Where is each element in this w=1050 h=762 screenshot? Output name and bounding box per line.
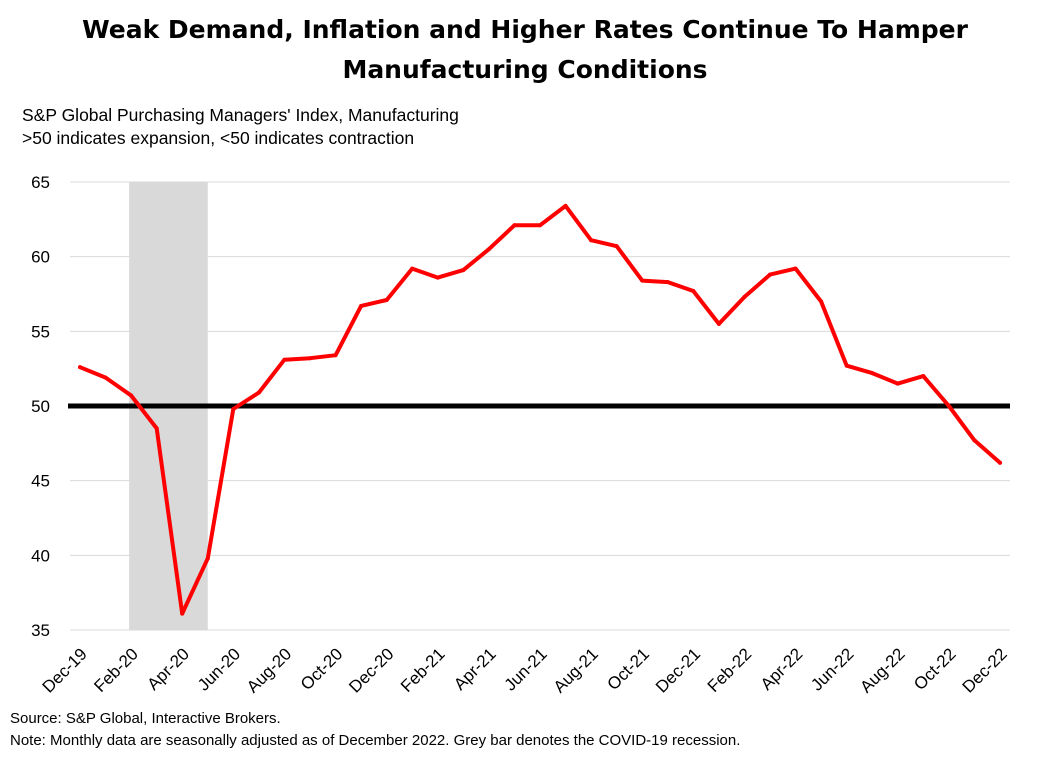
data-point	[563, 203, 568, 208]
chart-subtitle-line-2: >50 indicates expansion, <50 indicates c…	[22, 128, 415, 148]
x-tick-label: Feb-22	[704, 644, 756, 696]
chart-title-line-1: Weak Demand, Inflation and Higher Rates …	[82, 15, 968, 44]
x-tick-label: Aug-20	[243, 644, 295, 696]
y-tick-label: 50	[31, 397, 50, 416]
data-point	[103, 375, 108, 380]
source-note: Source: S&P Global, Interactive Brokers.	[10, 710, 281, 727]
chart-title: Weak Demand, Inflation and Higher Rates …	[0, 10, 1050, 90]
data-point	[129, 393, 134, 398]
data-point	[742, 294, 747, 299]
x-tick-label: Feb-20	[90, 644, 142, 696]
data-point	[921, 374, 926, 379]
x-tick-label: Dec-21	[652, 644, 704, 696]
data-point	[819, 299, 824, 304]
chart-notes: Source: S&P Global, Interactive Brokers.…	[10, 708, 740, 752]
data-point	[154, 426, 159, 431]
x-tick-label: Aug-21	[550, 644, 602, 696]
x-tick-label: Oct-20	[297, 644, 347, 694]
x-tick-label: Dec-22	[959, 644, 1011, 696]
data-point	[998, 460, 1002, 465]
data-point	[844, 363, 849, 368]
footnote: Note: Monthly data are seasonally adjust…	[10, 732, 741, 749]
data-point	[716, 321, 721, 326]
x-tick-label: Jun-21	[501, 644, 551, 694]
data-point	[410, 266, 415, 271]
x-tick-label: Apr-20	[144, 644, 194, 694]
chart-title-line-2: Manufacturing Conditions	[342, 55, 708, 84]
data-point	[640, 278, 645, 283]
data-point	[461, 268, 466, 273]
data-point	[793, 266, 798, 271]
y-tick-label: 65	[31, 173, 50, 192]
data-point	[614, 244, 619, 249]
data-point	[665, 280, 670, 285]
data-point	[870, 371, 875, 376]
data-point	[486, 247, 491, 252]
x-tick-label: Dec-19	[39, 644, 91, 696]
data-point	[589, 238, 594, 243]
data-point	[256, 390, 261, 395]
chart-subtitle-line-1: S&P Global Purchasing Managers' Index, M…	[22, 105, 459, 125]
y-tick-label: 40	[31, 546, 50, 565]
data-point	[359, 303, 364, 308]
x-tick-label: Oct-21	[604, 644, 654, 694]
series-line-pmi	[78, 203, 1002, 616]
data-point	[78, 365, 82, 370]
data-point	[308, 356, 312, 361]
x-tick-label: Feb-21	[397, 644, 449, 696]
y-tick-label: 35	[31, 621, 50, 640]
y-tick-label: 55	[31, 322, 50, 341]
data-point	[946, 404, 951, 408]
y-tick-label: 45	[31, 472, 50, 491]
x-tick-label: Jun-20	[194, 644, 244, 694]
data-point	[435, 275, 440, 280]
chart-subtitle: S&P Global Purchasing Managers' Index, M…	[22, 104, 459, 150]
data-point	[768, 272, 772, 277]
data-point	[512, 223, 517, 228]
data-point	[972, 438, 977, 443]
data-point	[538, 223, 542, 228]
x-tick-label: Oct-22	[910, 644, 960, 694]
data-point	[384, 297, 389, 302]
data-point	[231, 406, 236, 411]
data-point	[180, 611, 185, 616]
data-point	[333, 353, 338, 358]
x-tick-label: Apr-22	[757, 644, 807, 694]
x-tick-label: Aug-22	[856, 644, 908, 696]
data-point	[282, 357, 287, 362]
y-tick-label: 60	[31, 248, 50, 267]
data-point	[205, 556, 210, 561]
data-point	[895, 381, 900, 386]
x-tick-label: Jun-22	[807, 644, 857, 694]
x-tick-label: Apr-21	[450, 644, 500, 694]
data-point	[691, 289, 696, 294]
x-tick-label: Dec-20	[345, 644, 397, 696]
